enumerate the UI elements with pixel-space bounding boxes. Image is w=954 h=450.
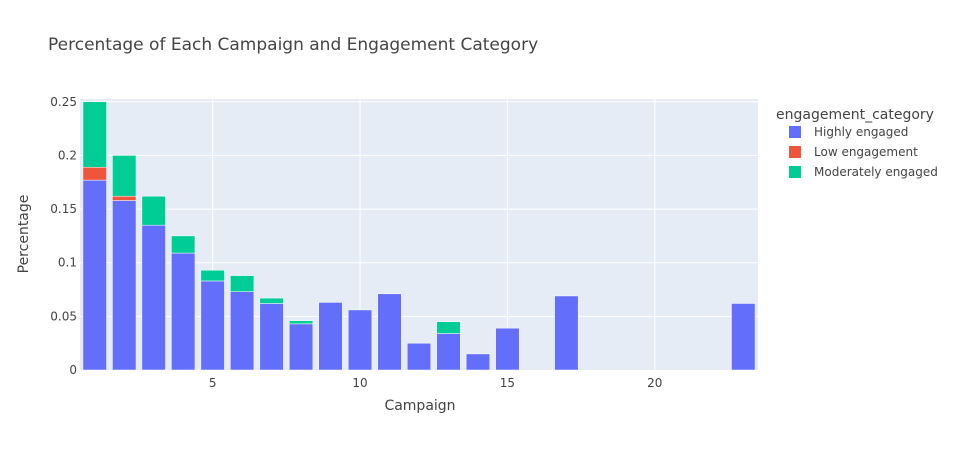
legend[interactable]: engagement_category Highly engaged Low en…	[776, 107, 938, 179]
bar-highly-engaged-campaign-3[interactable]	[141, 224, 166, 371]
y-tick-label: 0.25	[50, 95, 77, 109]
bar-moderately-engaged-campaign-5[interactable]	[200, 269, 225, 282]
bar-moderately-engaged-campaign-2[interactable]	[112, 155, 137, 197]
bar-highly-engaged-campaign-7[interactable]	[259, 303, 284, 371]
bar-moderately-engaged-campaign-4[interactable]	[171, 235, 196, 254]
y-axis-title: Percentage	[16, 195, 32, 274]
legend-swatch	[789, 146, 801, 158]
bar-highly-engaged-campaign-14[interactable]	[465, 353, 490, 371]
bar-low-engagement-campaign-1[interactable]	[82, 166, 107, 181]
x-tick-label: 5	[209, 376, 217, 390]
legend-title: engagement_category	[776, 107, 934, 123]
bar-highly-engaged-campaign-17[interactable]	[554, 295, 579, 371]
legend-label: Low engagement	[814, 145, 918, 159]
bar-highly-engaged-campaign-4[interactable]	[171, 252, 196, 371]
legend-label: Highly engaged	[814, 125, 908, 139]
bar-highly-engaged-campaign-12[interactable]	[406, 342, 432, 371]
x-axis-ticks: 5 10 15 20	[209, 376, 663, 390]
bar-highly-engaged-campaign-1[interactable]	[82, 179, 107, 371]
bar-moderately-engaged-campaign-8[interactable]	[289, 320, 314, 325]
chart-title: Percentage of Each Campaign and Engageme…	[48, 35, 538, 55]
legend-swatch	[789, 166, 801, 178]
bar-highly-engaged-campaign-10[interactable]	[348, 309, 373, 371]
x-axis-title: Campaign	[384, 398, 455, 414]
bar-moderately-engaged-campaign-7[interactable]	[259, 297, 284, 304]
bar-moderately-engaged-campaign-1[interactable]	[82, 101, 107, 168]
bar-moderately-engaged-campaign-6[interactable]	[230, 275, 255, 292]
bar-highly-engaged-campaign-6[interactable]	[230, 291, 255, 371]
x-tick-label: 15	[500, 376, 515, 390]
bar-highly-engaged-campaign-8[interactable]	[289, 323, 314, 371]
bar-highly-engaged-campaign-15[interactable]	[495, 327, 520, 371]
legend-swatch	[789, 126, 801, 138]
bar-low-engagement-campaign-2[interactable]	[112, 195, 137, 201]
y-tick-label: 0.2	[58, 148, 77, 162]
bars	[82, 101, 756, 371]
y-tick-label: 0.15	[50, 202, 77, 216]
legend-item[interactable]: Highly engaged	[789, 125, 908, 139]
legend-items[interactable]: Highly engaged Low engagement Moderately e…	[789, 125, 938, 179]
bar-moderately-engaged-campaign-3[interactable]	[141, 195, 166, 226]
y-axis-ticks: 0 0.05 0.1 0.15 0.2 0.25	[50, 95, 77, 377]
legend-label: Moderately engaged	[814, 165, 938, 179]
bar-highly-engaged-campaign-5[interactable]	[200, 280, 225, 371]
bar-highly-engaged-campaign-13[interactable]	[436, 333, 461, 371]
bar-highly-engaged-campaign-9[interactable]	[318, 302, 343, 371]
legend-item[interactable]: Low engagement	[789, 145, 918, 159]
bar-highly-engaged-campaign-2[interactable]	[112, 200, 137, 371]
y-tick-label: 0.05	[50, 309, 77, 323]
x-tick-label: 20	[647, 376, 662, 390]
bar-highly-engaged-campaign-11[interactable]	[377, 293, 402, 371]
x-tick-label: 10	[352, 376, 367, 390]
bar-highly-engaged-campaign-23[interactable]	[731, 303, 756, 371]
y-tick-label: 0.1	[58, 256, 77, 270]
bar-moderately-engaged-campaign-13[interactable]	[436, 321, 461, 334]
legend-item[interactable]: Moderately engaged	[789, 165, 938, 179]
y-tick-label: 0	[69, 363, 77, 377]
